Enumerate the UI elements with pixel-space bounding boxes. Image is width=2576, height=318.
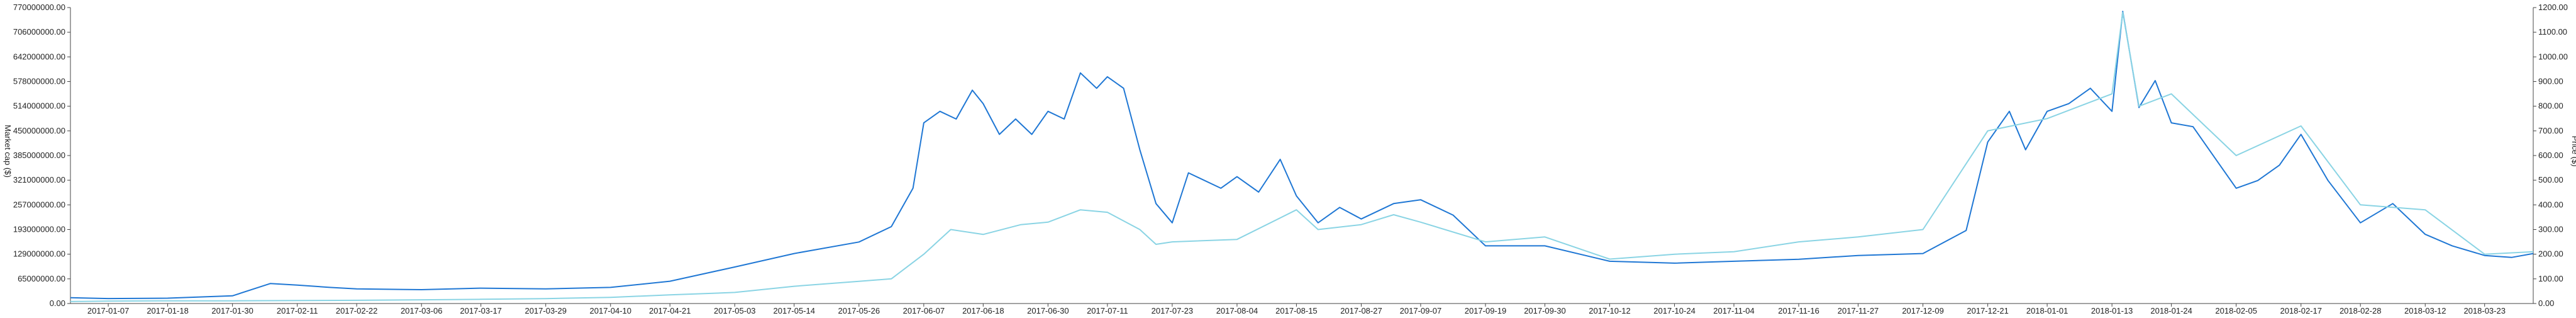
x-tick-label: 2018-01-01 [2026, 306, 2068, 315]
x-tick-label: 2017-07-11 [1087, 306, 1128, 315]
left-tick-label: 321000000.00 [13, 175, 65, 185]
x-tick-label: 2017-02-11 [277, 306, 318, 315]
x-tick-label: 2017-11-27 [1838, 306, 1879, 315]
left-tick-label: 65000000.00 [18, 274, 65, 283]
left-axis-label: Market cap ($) [3, 125, 13, 178]
x-tick-label: 2017-01-18 [147, 306, 189, 315]
x-tick-label: 2017-12-21 [1967, 306, 2009, 315]
axes-layer: 0.00 65000000.00 129000000.00 193000000.00 2… [13, 3, 2568, 315]
x-tick-label: 2017-04-21 [649, 306, 691, 315]
left-tick-label: 129000000.00 [13, 249, 65, 259]
right-tick-label: 800.00 [2538, 101, 2563, 111]
x-tick-label: 2017-05-03 [714, 306, 756, 315]
right-tick-label: 500.00 [2538, 175, 2563, 185]
series-layer [70, 11, 2534, 302]
left-tick-label: 578000000.00 [13, 77, 65, 86]
right-tick-label: 300.00 [2538, 225, 2563, 234]
x-tick-label: 2017-07-23 [1152, 306, 1194, 315]
left-tick-label: 257000000.00 [13, 200, 65, 209]
x-tick-label: 2018-01-13 [2091, 306, 2133, 315]
x-tick-label: 2017-09-30 [1524, 306, 1566, 315]
x-tick-label: 2017-03-06 [401, 306, 443, 315]
x-tick-label: 2017-05-14 [774, 306, 816, 315]
left-tick-label: 450000000.00 [13, 126, 65, 135]
x-tick-label: 2017-06-18 [962, 306, 1004, 315]
x-tick-label: 2018-03-23 [2463, 306, 2506, 315]
right-tick-label: 600.00 [2538, 150, 2563, 160]
right-tick-label: 1000.00 [2538, 52, 2568, 61]
left-tick-label: 193000000.00 [13, 225, 65, 234]
x-tick-label: 2017-09-07 [1400, 306, 1442, 315]
left-tick-label: 0.00 [50, 298, 65, 308]
x-tick-label: 2017-06-07 [903, 306, 945, 315]
x-tick-label: 2018-03-12 [2404, 306, 2446, 315]
x-tick-label: 2017-05-26 [838, 306, 880, 315]
right-tick-label: 1200.00 [2538, 3, 2568, 12]
x-tick-label: 2017-01-07 [87, 306, 130, 315]
left-tick-label: 642000000.00 [13, 52, 65, 61]
x-tick-label: 2017-10-24 [1653, 306, 1696, 315]
x-tick-label: 2018-01-24 [2150, 306, 2192, 315]
x-tick-label: 2017-10-12 [1589, 306, 1631, 315]
right-tick-label: 200.00 [2538, 249, 2563, 259]
right-tick-label: 0.00 [2538, 298, 2554, 308]
x-tick-label: 2017-01-30 [211, 306, 253, 315]
x-tick-label: 2017-04-10 [590, 306, 632, 315]
x-tick-label: 2017-12-09 [1902, 306, 1944, 315]
right-axis-label: Price ($) [2570, 135, 2576, 166]
left-tick-label: 706000000.00 [13, 27, 65, 37]
x-tick-label: 2017-03-29 [525, 306, 567, 315]
x-tick-label: 2017-06-30 [1027, 306, 1069, 315]
right-tick-label: 1100.00 [2538, 27, 2567, 37]
x-tick-label: 2017-08-27 [1340, 306, 1382, 315]
x-tick-label: 2017-08-15 [1275, 306, 1318, 315]
x-tick-label: 2017-02-22 [336, 306, 378, 315]
x-tick-label: 2017-09-19 [1465, 306, 1507, 315]
right-tick-label: 100.00 [2538, 274, 2563, 283]
x-tick-label: 2018-02-17 [2280, 306, 2322, 315]
x-tick-label: 2017-08-04 [1216, 306, 1258, 315]
x-tick-label: 2018-02-28 [2340, 306, 2382, 315]
x-tick-label: 2017-03-17 [460, 306, 502, 315]
series-line-left [70, 11, 2534, 300]
left-tick-label: 514000000.00 [13, 101, 65, 111]
x-tick-label: 2017-11-16 [1778, 306, 1819, 315]
right-tick-label: 900.00 [2538, 77, 2563, 86]
right-tick-label: 400.00 [2538, 200, 2563, 209]
x-tick-label: 2017-11-04 [1713, 306, 1755, 315]
x-tick-label: 2018-02-05 [2215, 306, 2257, 315]
right-tick-label: 700.00 [2538, 126, 2563, 135]
series-line-right [70, 11, 2534, 302]
left-tick-label: 770000000.00 [13, 3, 65, 12]
left-tick-label: 385000000.00 [13, 150, 65, 160]
